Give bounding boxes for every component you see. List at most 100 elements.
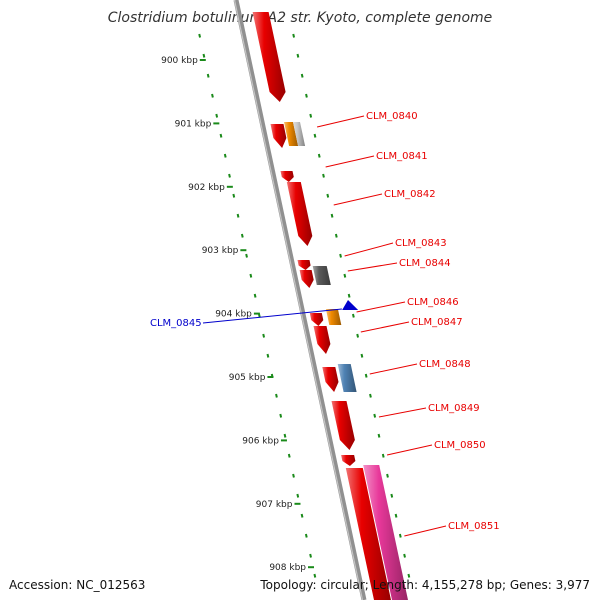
track-dot-right <box>377 433 381 438</box>
track-dot-right <box>369 393 372 398</box>
scale-label: 903 kbp <box>202 246 239 256</box>
track-dot-left <box>309 553 312 558</box>
scale-label: 904 kbp <box>215 310 252 320</box>
gene-label-clm-0841[interactable]: CLM_0841 <box>376 151 428 162</box>
genome-summary-text: Topology: circular; Length: 4,155,278 bp… <box>260 578 590 592</box>
scale-label: 906 kbp <box>242 436 279 446</box>
gene-pink-gene <box>363 465 408 600</box>
scale-label: 901 kbp <box>175 119 212 129</box>
track-dot-left <box>283 433 287 438</box>
label-leader-line <box>202 308 342 324</box>
gene-forward-gene <box>286 182 313 246</box>
gene-label-clm-0849[interactable]: CLM_0849 <box>428 403 480 414</box>
track-dot-right <box>386 473 389 478</box>
track-dot-right <box>313 133 317 138</box>
backbone-highlight <box>233 0 364 600</box>
scale-label: 905 kbp <box>229 373 266 383</box>
map-title: Clostridium botulinum A2 str. Kyoto, com… <box>108 10 493 26</box>
scale-label: 908 kbp <box>269 563 306 573</box>
track-dot-right <box>300 73 304 78</box>
gene-forward-gene <box>270 124 287 148</box>
track-dot-left <box>198 33 202 38</box>
gene-label-clm-0845[interactable]: CLM_0845 <box>150 318 202 329</box>
scale-label: 900 kbp <box>161 56 198 66</box>
track-dot-left <box>262 333 266 338</box>
track-dot-left <box>211 93 214 98</box>
track-dot-right <box>305 93 308 98</box>
track-dot-right <box>343 273 347 278</box>
track-dot-right <box>330 213 334 218</box>
scale-label: 907 kbp <box>256 500 293 510</box>
track-dot-left <box>279 413 283 418</box>
gene-reverse <box>342 300 359 310</box>
gene-label-clm-0843[interactable]: CLM_0843 <box>395 238 447 249</box>
gene-label-clm-0840[interactable]: CLM_0840 <box>366 111 418 122</box>
track-dot-right <box>317 153 321 158</box>
genome-backbone <box>233 0 367 600</box>
track-dot-left <box>275 393 278 398</box>
track-dot-right <box>334 233 338 238</box>
gene-forward-gene <box>313 326 331 354</box>
label-leader-line <box>316 115 365 128</box>
track-dot-right <box>326 193 330 198</box>
label-leader-line <box>360 321 410 333</box>
backbone-line <box>233 0 367 600</box>
track-dot-left <box>219 133 223 138</box>
dotted-tracks <box>198 33 411 578</box>
track-dot-left <box>206 73 210 78</box>
track-dot-left <box>300 513 304 518</box>
gene-steelblue-gene <box>337 364 357 392</box>
track-dot-left <box>253 293 257 298</box>
track-dot-right <box>360 353 364 358</box>
track-dot-right <box>339 253 342 258</box>
track-dot-right <box>356 333 360 338</box>
track-dot-right <box>390 493 394 498</box>
track-dot-left <box>304 533 308 538</box>
gene-label-clm-0850[interactable]: CLM_0850 <box>434 440 486 451</box>
track-dot-left <box>228 173 231 178</box>
gene-label-clm-0851[interactable]: CLM_0851 <box>448 521 500 532</box>
track-dot-right <box>347 293 351 298</box>
gene-forward-gene <box>299 270 314 288</box>
label-leader-line <box>344 242 394 257</box>
gene-forward-gene <box>297 260 311 270</box>
track-dot-right <box>398 533 402 538</box>
gene-forward-gene <box>345 468 391 600</box>
track-dot-right <box>292 33 296 38</box>
gene-label-clm-0847[interactable]: CLM_0847 <box>411 317 463 328</box>
label-leader-line <box>356 301 406 313</box>
gene-forward-gene <box>280 171 294 182</box>
gene-gray-gene <box>312 266 331 285</box>
kbp-scale: 900 kbp 901 kbp 902 kbp 903 kbp 904 kbp 905 k… <box>161 56 315 573</box>
track-dot-left <box>223 153 227 158</box>
track-dot-right <box>394 513 398 518</box>
scale-label: 902 kbp <box>188 183 225 193</box>
track-dot-left <box>292 473 295 478</box>
track-dot-left <box>245 253 248 258</box>
gene-label-clm-0848[interactable]: CLM_0848 <box>419 359 471 370</box>
gene-lightgray-gene <box>293 122 306 146</box>
gene-orange-gene <box>284 122 299 146</box>
track-dot-right <box>296 53 300 58</box>
gene-forward-gene <box>252 12 286 102</box>
gene-label-clm-0842[interactable]: CLM_0842 <box>384 189 436 200</box>
track-dot-right <box>322 173 325 178</box>
label-leader-line <box>378 407 427 418</box>
label-leader-line <box>404 525 447 537</box>
track-dot-left <box>296 493 300 498</box>
track-dot-left <box>236 213 240 218</box>
track-dot-left <box>287 453 291 458</box>
gene-forward-gene <box>309 313 324 326</box>
track-dot-right <box>309 113 313 118</box>
track-dot-left <box>232 193 236 198</box>
gene-forward-gene <box>331 401 355 450</box>
track-dot-left <box>240 233 244 238</box>
gene-label-clm-0846[interactable]: CLM_0846 <box>407 297 459 308</box>
genes <box>252 12 408 600</box>
track-dot-right <box>373 413 377 418</box>
gene-label-clm-0844[interactable]: CLM_0844 <box>399 258 451 269</box>
gene-labels: CLM_0840 CLM_0841 CLM_0842 CLM_0843 CLM_0844… <box>150 111 500 537</box>
track-dot-right <box>352 313 355 318</box>
gene-forward-gene <box>322 367 339 392</box>
